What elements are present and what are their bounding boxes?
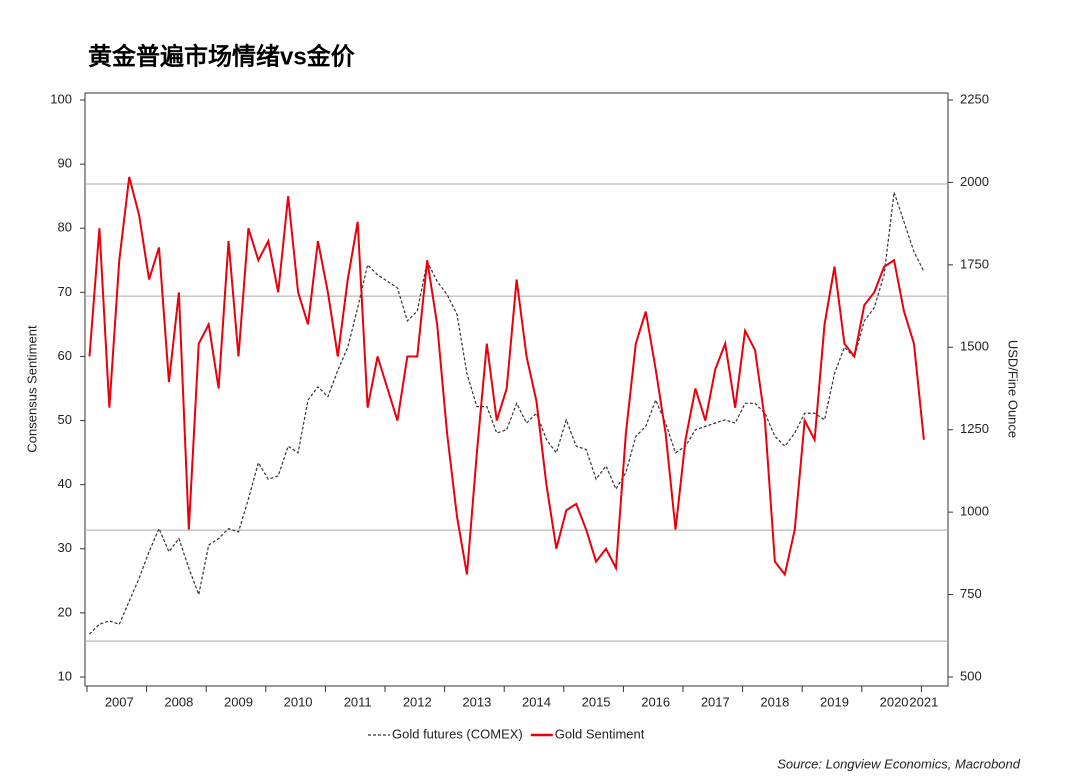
x-tick-label: 2019	[820, 694, 849, 709]
y2-tick-label: 1250	[960, 421, 989, 436]
y2-tick-label: 1000	[960, 504, 989, 519]
x-tick-label: 2021	[909, 694, 938, 709]
x-tick-label: 2007	[105, 694, 134, 709]
y-tick-label: 20	[58, 604, 72, 619]
x-tick-label: 2016	[641, 694, 670, 709]
y2-tick-label: 750	[960, 586, 982, 601]
source-note: Source: Longview Economics, Macrobond	[777, 756, 1021, 771]
x-tick-label: 2013	[462, 694, 491, 709]
legend-label: Gold Sentiment	[555, 726, 645, 741]
series-line	[89, 192, 925, 635]
y-tick-label: 40	[58, 476, 72, 491]
y-tick-label: 10	[58, 668, 72, 683]
y2-tick-label: 2250	[960, 91, 989, 106]
x-tick-label: 2017	[701, 694, 730, 709]
y-axis-label: Consensus Sentiment	[24, 325, 39, 453]
y-tick-label: 30	[58, 540, 72, 555]
y-tick-label: 60	[58, 348, 72, 363]
x-tick-label: 2011	[344, 694, 372, 709]
plot-frame	[84, 92, 949, 687]
x-tick-label: 2015	[582, 694, 611, 709]
x-tick-label: 2008	[164, 694, 193, 709]
y-tick-label: 90	[58, 156, 72, 171]
x-tick-label: 2010	[284, 694, 313, 709]
y-tick-label: 50	[58, 412, 72, 427]
x-tick-label: 2018	[760, 694, 789, 709]
y-tick-label: 70	[58, 284, 72, 299]
y2-axis-label: USD/Fine Ounce	[1006, 340, 1021, 438]
y-tick-label: 80	[58, 220, 72, 235]
legend-label: Gold futures (COMEX)	[392, 726, 523, 741]
y-tick-label: 100	[50, 91, 72, 106]
x-tick-label: 2009	[224, 694, 253, 709]
y2-tick-label: 1500	[960, 339, 989, 354]
y2-tick-label: 1750	[960, 256, 989, 271]
series-line	[88, 176, 925, 577]
chart-title: 黄金普遍市场情绪vs金价	[88, 42, 356, 70]
y2-tick-label: 2000	[960, 174, 989, 189]
x-tick-label: 2012	[403, 694, 432, 709]
x-tick-label: 2020	[880, 694, 909, 709]
x-tick-label: 2014	[522, 694, 551, 709]
y2-tick-label: 500	[960, 668, 982, 683]
